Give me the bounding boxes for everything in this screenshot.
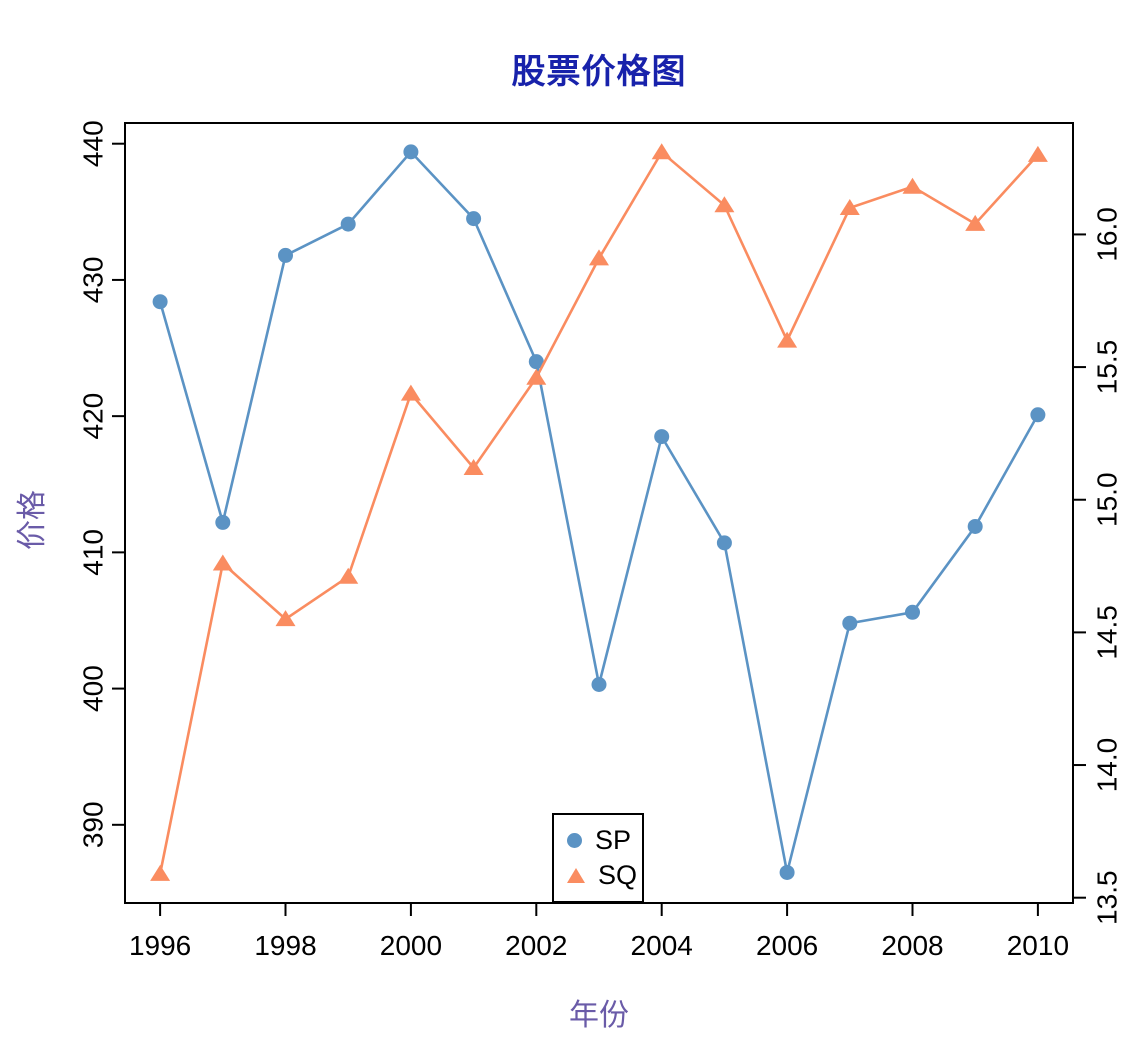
sp-marker	[1030, 407, 1046, 423]
sq-marker	[651, 143, 672, 160]
sp-marker	[654, 429, 670, 445]
sq-marker	[714, 196, 735, 213]
x-tick-label: 2006	[756, 930, 818, 961]
sp-marker	[528, 354, 544, 370]
y-right-tick-label: 14.0	[1092, 738, 1123, 793]
y-left-tick-label: 400	[78, 665, 109, 712]
sp-marker	[716, 535, 732, 551]
y-right-tick-label: 13.5	[1092, 870, 1123, 925]
sq-marker	[338, 567, 359, 584]
x-tick-label: 2004	[631, 930, 693, 961]
sp-marker	[842, 615, 858, 631]
y-left-tick-label: 440	[78, 120, 109, 167]
sq-marker	[150, 864, 171, 881]
sq-marker	[589, 249, 609, 266]
legend-label-sq: SQ	[598, 860, 638, 890]
x-tick-label: 2010	[1007, 930, 1069, 961]
sp-marker	[967, 518, 983, 534]
sq-marker	[212, 554, 233, 571]
sp-marker	[340, 216, 356, 232]
sp-marker	[215, 514, 231, 530]
x-axis-title: 年份	[569, 999, 629, 1032]
x-tick-label: 1996	[129, 930, 191, 961]
sq-marker	[275, 610, 296, 627]
chart-title: 股票价格图	[511, 53, 687, 91]
y-right-tick-label: 15.5	[1092, 340, 1123, 395]
sq-marker	[965, 214, 986, 231]
y-right-tick-label: 15.0	[1092, 472, 1123, 527]
sp-marker	[904, 604, 920, 620]
sp-marker	[591, 677, 607, 693]
y-left-tick-label: 420	[78, 393, 109, 440]
x-tick-label: 1998	[254, 930, 316, 961]
sq-triangle-icon	[567, 868, 585, 883]
sp-marker	[278, 247, 294, 263]
x-tick-label: 2008	[881, 930, 943, 961]
x-tick-label: 2002	[505, 930, 567, 961]
plot-border	[124, 122, 1074, 904]
legend-label-sp: SP	[595, 825, 632, 855]
sq-marker	[902, 177, 923, 194]
sq-marker	[777, 331, 798, 348]
sq-marker	[526, 368, 547, 385]
y-left-tick-label: 410	[78, 529, 109, 576]
y-right-tick-label: 14.5	[1092, 605, 1123, 660]
y-left-tick-label: 430	[78, 257, 109, 304]
sp-circle-icon	[567, 833, 582, 848]
x-tick-label: 2000	[380, 930, 442, 961]
sq-marker	[839, 198, 860, 215]
legend-item-sp: SP	[567, 827, 642, 855]
sq-marker	[463, 458, 484, 475]
y-left-tick-label: 390	[78, 801, 109, 848]
sp-marker	[466, 211, 482, 227]
y-axis-title: 价格	[16, 490, 49, 550]
sp-marker	[152, 294, 168, 310]
sp-marker	[403, 144, 419, 160]
sp-marker	[779, 864, 795, 880]
sq-marker	[1027, 145, 1048, 162]
legend-item-sq: SQ	[567, 862, 642, 890]
legend-box: SP SQ	[552, 813, 644, 903]
sq-marker	[400, 384, 421, 401]
y-right-tick-label: 16.0	[1092, 207, 1123, 262]
